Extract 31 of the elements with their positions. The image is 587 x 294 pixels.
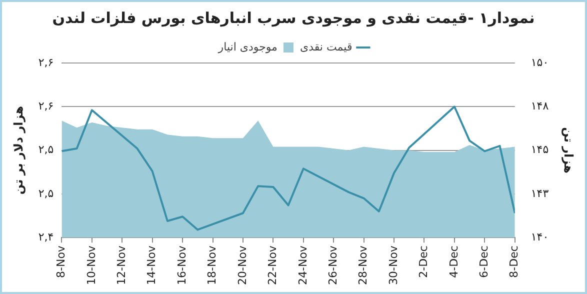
y-tick-label: ۲,۵	[38, 143, 54, 156]
x-tick-label: 8-Nov	[54, 245, 68, 278]
y-tick-label: ۲,۶	[38, 56, 54, 69]
x-tick-label: 4-Dec	[447, 246, 460, 278]
x-tick-label: 12-Nov	[114, 245, 128, 286]
chart-title: نمودار۱ -قیمت نقدی و موجودی سرب انبارهای بورس فلزات لندن	[52, 8, 535, 27]
y-tick-label: ۲,۵	[38, 186, 54, 200]
x-tick-label: 10-Nov	[84, 245, 98, 286]
y2-tick-label: ۱۴۵	[530, 143, 549, 156]
y-tick-label: ۲,۶	[38, 100, 54, 112]
x-tick-label: 24-Nov	[296, 245, 310, 286]
x-tick-label: 20-Nov	[236, 245, 249, 286]
x-tick-label: 18-Nov	[206, 245, 219, 286]
y2-tick-label: ۱۵۰	[530, 56, 549, 69]
y2-tick-label: ۱۴۰	[530, 230, 549, 244]
y2-tick-label: ۱۴۸	[530, 100, 549, 112]
x-tick-label: 28-Nov	[356, 245, 370, 286]
x-tick-label: 16-Nov	[175, 245, 188, 286]
x-tick-label: 26-Nov	[326, 245, 340, 286]
x-tick-label: 14-Nov	[145, 245, 158, 286]
x-tick-label: 8-Dec	[508, 246, 521, 278]
y2-tick-label: ۱۴۳	[530, 186, 549, 200]
legend-label: موجودی انیار	[217, 40, 278, 54]
x-tick-label: 30-Nov	[386, 245, 400, 286]
y-axis-title: هزار دلار بر تن	[11, 106, 26, 195]
legend-label: قیمت نقدی	[300, 40, 352, 54]
x-tick-label: 22-Nov	[266, 245, 280, 286]
y-tick-label: ۲,۴	[38, 230, 54, 244]
y2-axis-title: هزار تن	[562, 127, 576, 174]
x-tick-label: 6-Dec	[478, 246, 491, 278]
x-tick-label: 2-Dec	[417, 246, 430, 278]
